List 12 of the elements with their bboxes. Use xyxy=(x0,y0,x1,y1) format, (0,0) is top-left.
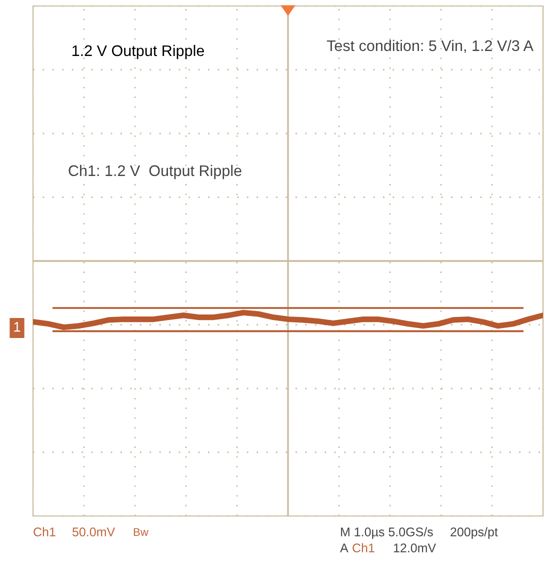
text: 50.0mV xyxy=(72,528,116,536)
chart-title: 1.2 V Output Ripple xyxy=(72,44,204,60)
text: 200ps/pt xyxy=(450,527,498,539)
text: Bw xyxy=(134,528,148,536)
text: 1 xyxy=(14,322,20,332)
text: 12.0mV xyxy=(394,544,436,552)
text: Ch1 xyxy=(352,543,374,552)
text: A xyxy=(340,544,348,552)
text: Ch1 xyxy=(34,527,56,536)
text: Ch1: 1.2 V Output Ripple xyxy=(68,164,242,180)
text: M 1.0µs 5.0GS/s xyxy=(341,527,433,539)
text: Test condition: 5 Vin, 1.2 V/3 A xyxy=(326,40,534,53)
